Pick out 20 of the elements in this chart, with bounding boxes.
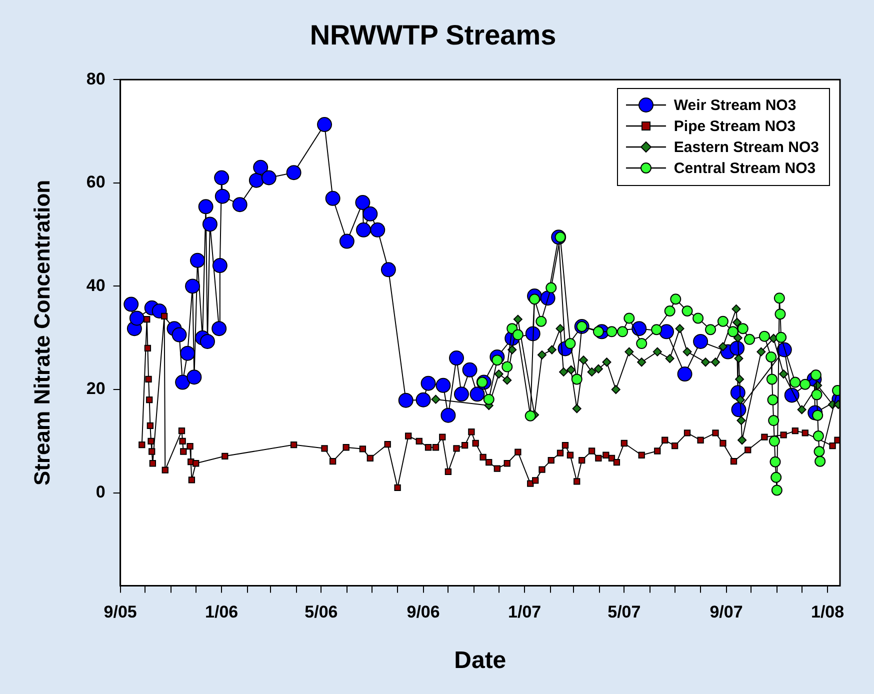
y-tick-label: 60 bbox=[86, 172, 106, 192]
x-tick-label: 1/08 bbox=[811, 602, 844, 622]
x-tick-label: 5/07 bbox=[608, 602, 641, 622]
y-tick-label: 40 bbox=[86, 276, 106, 295]
y-tick-label: 80 bbox=[86, 69, 106, 88]
chart-title: NRWWTP Streams bbox=[310, 20, 556, 51]
x-tick-label: 5/06 bbox=[304, 602, 338, 622]
x-tick-label: 1/07 bbox=[508, 602, 542, 622]
x-tick-label: 9/06 bbox=[406, 602, 440, 622]
y-axis-title: Stream Nitrate Concentration bbox=[29, 180, 54, 486]
legend-label: Central Stream NO3 bbox=[674, 160, 816, 177]
x-tick-label: 1/06 bbox=[205, 602, 238, 622]
x-tick-label: 9/07 bbox=[710, 602, 743, 622]
x-axis-title: Date bbox=[454, 647, 506, 674]
y-tick-label: 20 bbox=[86, 379, 106, 398]
legend-label: Pipe Stream NO3 bbox=[674, 118, 796, 135]
legend-label: Eastern Stream NO3 bbox=[674, 138, 819, 156]
legend-label: Weir Stream NO3 bbox=[674, 96, 796, 114]
y-tick-label: 0 bbox=[96, 482, 106, 502]
x-tick-label: 9/05 bbox=[104, 602, 137, 622]
